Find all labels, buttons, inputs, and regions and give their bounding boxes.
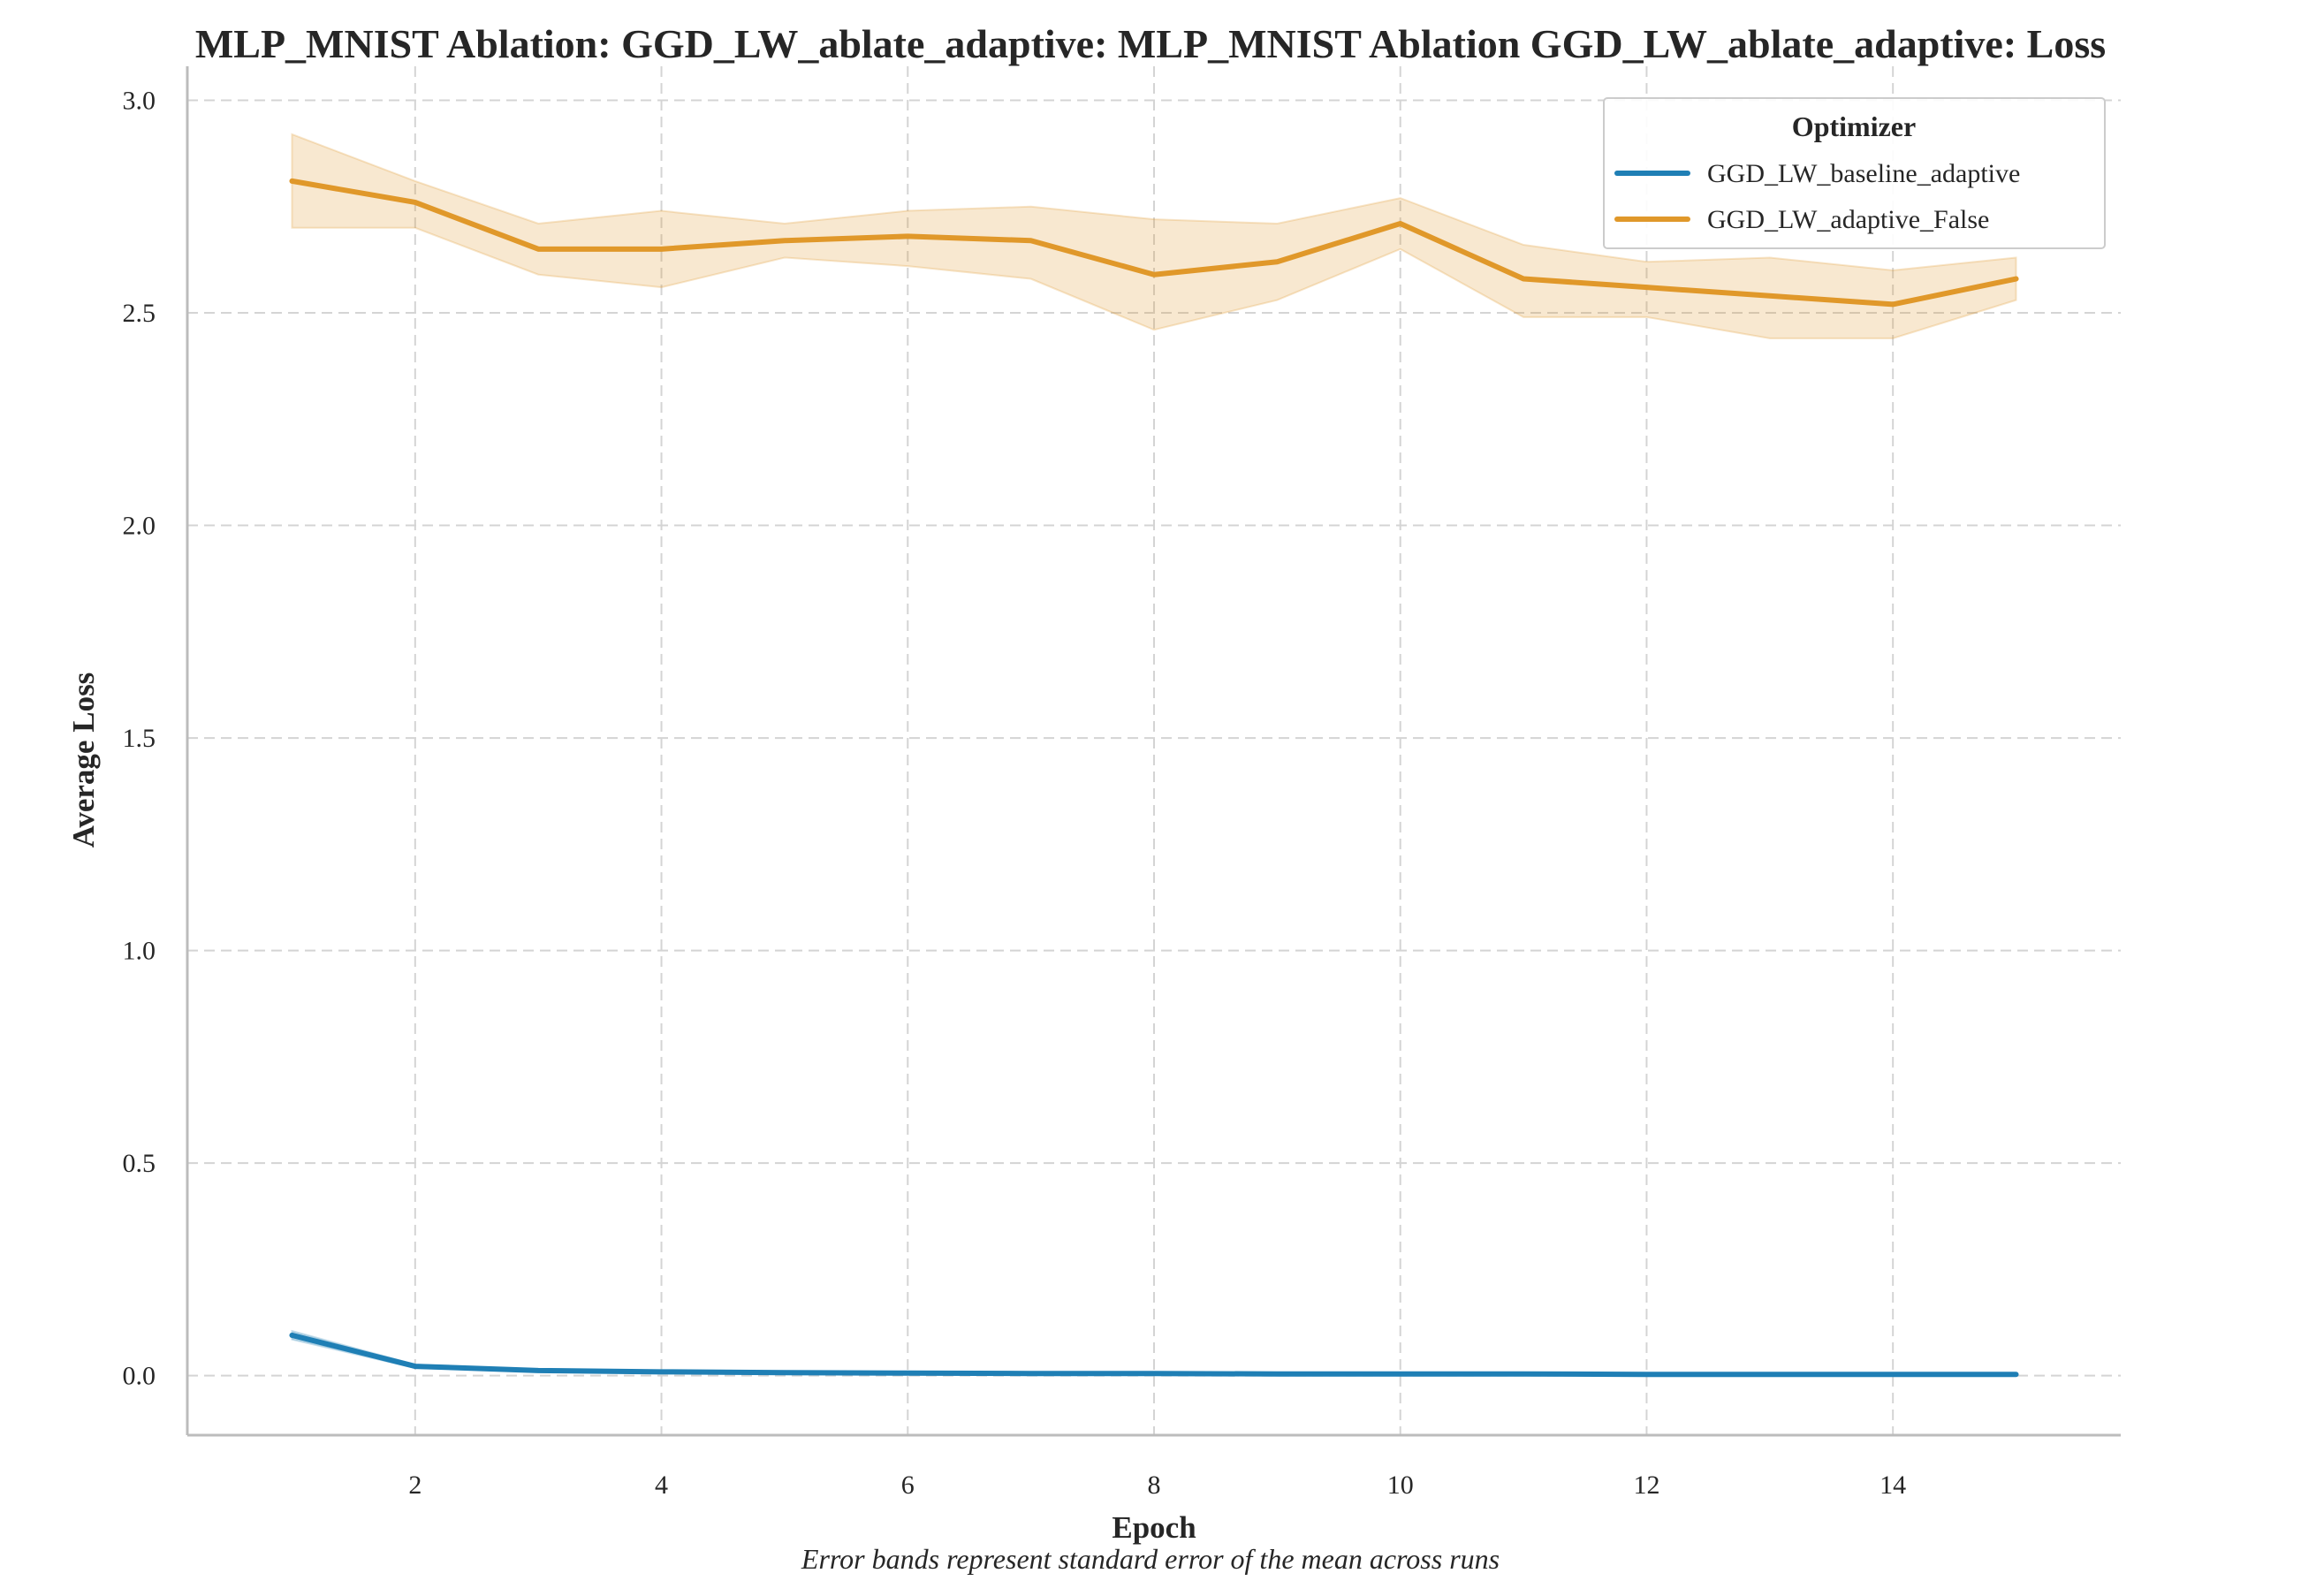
legend-title: Optimizer	[1792, 110, 1916, 142]
error-bands	[291, 133, 2017, 1376]
x-tick-label: 14	[1880, 1471, 1906, 1500]
y-tick-label: 3.0	[123, 86, 156, 115]
legend-label: GGD_LW_adaptive_False	[1707, 205, 1989, 234]
x-tick-label: 8	[1148, 1471, 1161, 1500]
series-line-2	[289, 178, 2019, 308]
x-axis-label: Epoch	[1112, 1510, 1196, 1545]
legend: Optimizer GGD_LW_baseline_adaptiveGGD_LW…	[1603, 97, 2106, 249]
x-tick-label: 6	[901, 1471, 915, 1500]
chart-title: MLP_MNIST Ablation: GGD_LW_ablate_adapti…	[195, 21, 2106, 66]
y-tick-label: 1.5	[123, 724, 156, 753]
series-line-1	[289, 1332, 2019, 1378]
x-tick-label: 10	[1387, 1471, 1414, 1500]
error-band-2	[291, 133, 2017, 339]
legend-entries: GGD_LW_baseline_adaptive GGD_LW_adaptive_…	[1614, 159, 2020, 234]
legend-label: GGD_LW_baseline_adaptive	[1707, 159, 2020, 188]
grid-lines	[187, 66, 2121, 1435]
legend-frame	[1603, 97, 2106, 249]
chart-caption: Error bands represent standard error of …	[801, 1543, 1500, 1575]
y-tick-label: 1.0	[123, 937, 156, 966]
x-tick-label: 12	[1633, 1471, 1659, 1500]
y-axis-label: Average Loss	[66, 673, 101, 848]
y-tick-label: 0.5	[123, 1149, 156, 1178]
tick-labels: 2 4 6 8 10 12 14 0.0 0.5 1.0 1.5 2.0 2.5 3.0	[123, 86, 1907, 1500]
axes-spines	[186, 66, 2121, 1437]
y-tick-label: 0.0	[123, 1362, 156, 1391]
y-tick-label: 2.5	[123, 299, 156, 328]
x-tick-label: 4	[655, 1471, 668, 1500]
x-tick-label: 2	[408, 1471, 421, 1500]
series-lines	[289, 178, 2019, 1378]
y-tick-label: 2.0	[123, 512, 156, 541]
